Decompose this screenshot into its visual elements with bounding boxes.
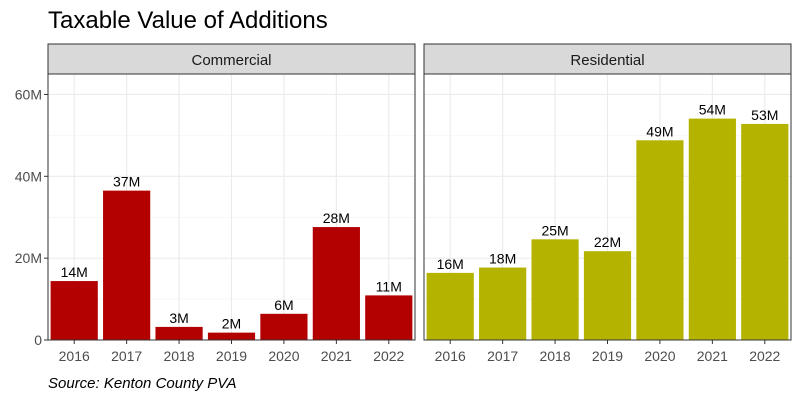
data-label: 11M xyxy=(376,278,402,294)
chart-panels: 0 20M 40M 60M Commercial 14M 2016 37M 2017 3M 2018… xyxy=(15,43,792,364)
data-label: 6M xyxy=(274,297,293,313)
y-tick-label: 20M xyxy=(15,250,42,266)
data-label: 2M xyxy=(222,316,241,332)
bar-commercial-2022 xyxy=(365,295,413,340)
y-tick-label: 60M xyxy=(15,86,42,102)
bar-commercial-2021 xyxy=(312,227,360,340)
x-tick-label: 2020 xyxy=(644,348,675,364)
x-tick-label: 2016 xyxy=(59,348,90,364)
bar-commercial-2016 xyxy=(50,281,98,340)
data-label: 28M xyxy=(323,210,350,226)
bar-residential-2021 xyxy=(688,118,736,340)
bar-residential-2017 xyxy=(479,267,527,340)
x-tick-label: 2020 xyxy=(268,348,299,364)
data-label: 37M xyxy=(113,174,140,190)
x-tick-label: 2021 xyxy=(321,348,352,364)
panel-strip xyxy=(47,43,416,75)
x-tick-label: 2022 xyxy=(373,348,404,364)
x-tick-label: 2022 xyxy=(749,348,780,364)
panel-strip-label: Residential xyxy=(570,52,644,69)
x-tick-label: 2018 xyxy=(539,348,570,364)
data-label: 53M xyxy=(751,107,778,123)
data-label: 25M xyxy=(541,222,568,238)
x-tick-label: 2019 xyxy=(592,348,623,364)
bar-residential-2018 xyxy=(531,239,579,340)
x-tick-label: 2016 xyxy=(435,348,466,364)
bar-residential-2020 xyxy=(636,140,684,340)
data-label: 3M xyxy=(169,310,188,326)
panel-border xyxy=(423,73,792,341)
bar-residential-2016 xyxy=(426,272,474,340)
panel-commercial: Commercial 14M 2016 37M 2017 3M 2018 2M 2019 6M 20… xyxy=(44,43,416,364)
x-tick-label: 2018 xyxy=(163,348,194,364)
data-label: 14M xyxy=(61,264,88,280)
y-tick-label: 0 xyxy=(34,332,42,348)
y-tick-label: 40M xyxy=(15,168,42,184)
bar-commercial-2020 xyxy=(260,313,308,340)
x-tick-label: 2017 xyxy=(487,348,518,364)
bar-commercial-2018 xyxy=(155,326,203,340)
x-tick-label: 2019 xyxy=(216,348,247,364)
x-tick-label: 2021 xyxy=(697,348,728,364)
data-label: 16M xyxy=(437,256,464,272)
x-tick-label: 2017 xyxy=(111,348,142,364)
bar-residential-2019 xyxy=(583,251,632,340)
data-label: 49M xyxy=(646,123,673,139)
data-label: 18M xyxy=(489,251,516,267)
panel-strip-label: Commercial xyxy=(191,52,271,69)
data-label: 22M xyxy=(594,234,621,250)
panel-residential: Residential 16M 2016 18M 2017 25M 2018 22M 2019 4… xyxy=(423,43,792,364)
bar-commercial-2019 xyxy=(207,332,256,340)
chart-caption: Source: Kenton County PVA xyxy=(48,375,236,392)
panel-border xyxy=(47,73,416,341)
bar-residential-2022 xyxy=(741,123,789,341)
data-label: 54M xyxy=(699,102,726,118)
chart-title: Taxable Value of Additions xyxy=(48,7,328,34)
bar-commercial-2017 xyxy=(103,190,151,340)
